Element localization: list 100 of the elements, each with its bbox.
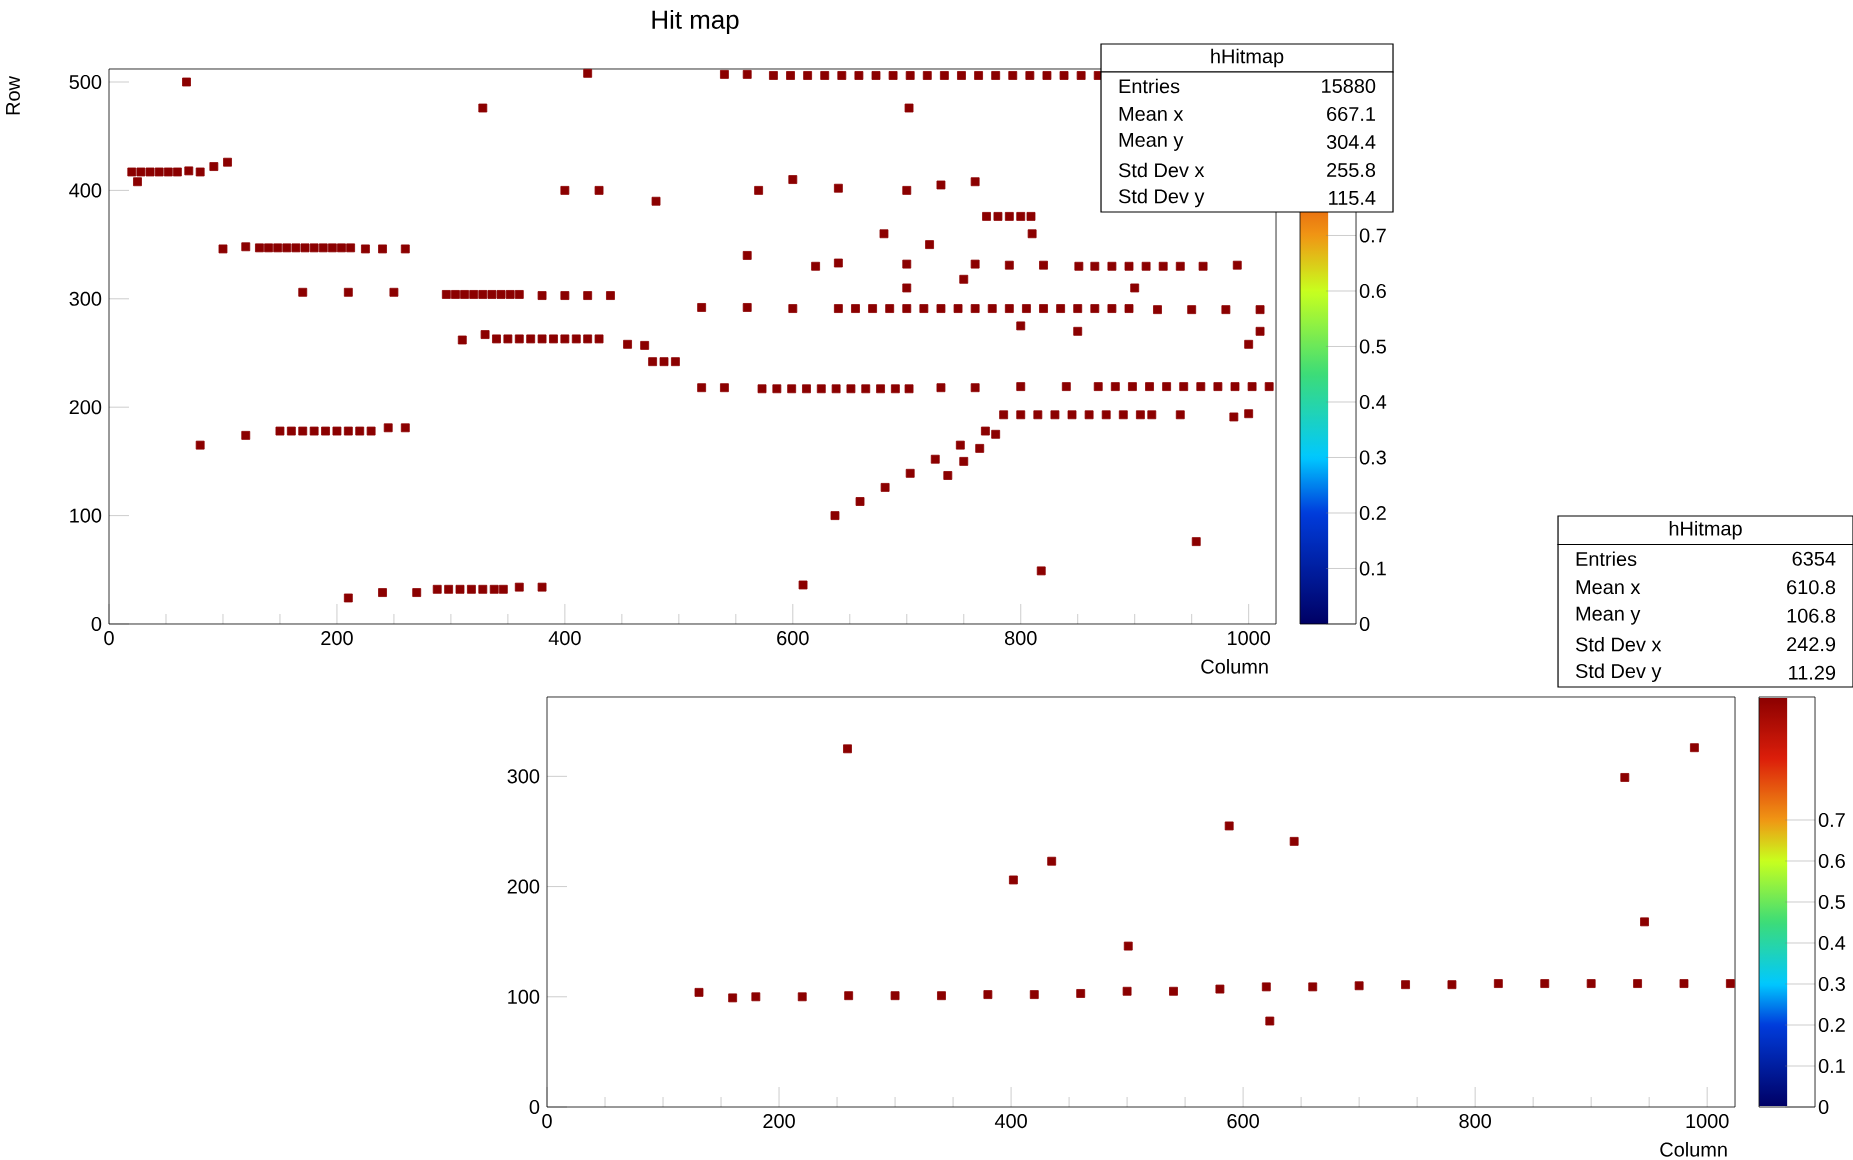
point: [136, 167, 146, 177]
point: [526, 334, 536, 344]
point: [922, 71, 932, 80]
point: [1261, 982, 1271, 992]
point: [1401, 980, 1410, 990]
point: [1025, 71, 1035, 80]
y-tick-label: 300: [507, 769, 540, 784]
point: [868, 304, 877, 313]
point: [1061, 382, 1071, 391]
text: 667.1: [1327, 106, 1376, 122]
text: Mean y: [1576, 606, 1641, 625]
point: [378, 244, 387, 254]
point: [514, 334, 524, 344]
point: [837, 71, 847, 80]
point: [991, 429, 1001, 439]
point: [378, 588, 387, 597]
point: [811, 261, 820, 271]
point: [902, 304, 912, 313]
point: [904, 384, 914, 394]
point: [930, 454, 940, 464]
text: 11.29: [1789, 665, 1836, 680]
text: 304.4: [1326, 134, 1376, 150]
annotation: Std Dev y: [1118, 188, 1205, 208]
point: [133, 177, 142, 187]
point: [831, 384, 841, 394]
point: [1059, 71, 1069, 80]
point: [902, 283, 912, 293]
color-bar-label: 0.3: [1359, 450, 1386, 465]
point: [1022, 304, 1031, 313]
chart-title: Hit map: [652, 9, 739, 35]
text: Std Dev x: [1575, 636, 1662, 652]
point: [1247, 382, 1257, 391]
point: [846, 384, 856, 394]
point: [1090, 304, 1100, 313]
text: 106.8: [1787, 608, 1836, 623]
point: [1093, 382, 1103, 391]
point: [876, 384, 885, 394]
point: [1255, 326, 1265, 336]
point: [1039, 304, 1048, 313]
x-tick-label: 200: [321, 631, 353, 646]
text: Mean x: [1576, 580, 1641, 595]
text: Std Dev y: [1575, 663, 1662, 683]
text: 255.8: [1327, 162, 1376, 178]
point: [1158, 261, 1168, 271]
point: [939, 71, 949, 80]
point: [127, 167, 137, 177]
point: [885, 304, 895, 313]
point: [346, 243, 356, 253]
point: [1175, 410, 1185, 420]
point: [318, 243, 328, 253]
point: [671, 357, 680, 367]
point: [1179, 382, 1189, 391]
point: [788, 304, 798, 313]
point: [489, 584, 499, 594]
point: [309, 243, 319, 253]
color-bar-label: 0: [1359, 616, 1370, 632]
y-tick-label: 400: [69, 183, 102, 198]
point: [720, 70, 729, 79]
y-tick-label: 300: [69, 291, 102, 306]
point: [1230, 382, 1240, 391]
point: [1110, 382, 1120, 391]
point: [648, 357, 658, 367]
point: [1354, 981, 1364, 991]
point: [1690, 743, 1699, 753]
point: [1016, 410, 1026, 420]
point: [936, 383, 946, 393]
point: [1679, 979, 1689, 988]
point: [1725, 979, 1735, 988]
x-tick-label: 600: [1227, 1114, 1259, 1129]
point: [991, 71, 1001, 80]
point: [1016, 321, 1026, 331]
point: [1056, 304, 1066, 313]
point: [1073, 326, 1083, 336]
point: [571, 334, 581, 344]
point: [919, 304, 929, 313]
point: [975, 443, 985, 453]
point: [478, 290, 488, 299]
point: [936, 304, 946, 313]
y-tick-label: 500: [69, 74, 102, 90]
point: [309, 426, 319, 436]
point: [337, 243, 346, 253]
point: [987, 304, 997, 313]
point: [871, 71, 881, 80]
point: [583, 68, 593, 78]
point: [286, 426, 296, 436]
color-bar-label: 0.4: [1818, 935, 1846, 951]
point: [1004, 260, 1014, 270]
y-tick-label: 100: [508, 989, 540, 1004]
point: [937, 991, 946, 1001]
color-bar-label: 0.6: [1818, 853, 1845, 869]
point: [833, 258, 843, 268]
point: [195, 167, 205, 177]
point: [361, 244, 370, 254]
point: [606, 291, 615, 300]
point: [1493, 979, 1503, 988]
x-tick-label: 0: [542, 1114, 552, 1129]
text: Entries: [1576, 551, 1637, 567]
point: [1229, 412, 1239, 422]
point: [1016, 382, 1026, 391]
point: [298, 426, 308, 436]
